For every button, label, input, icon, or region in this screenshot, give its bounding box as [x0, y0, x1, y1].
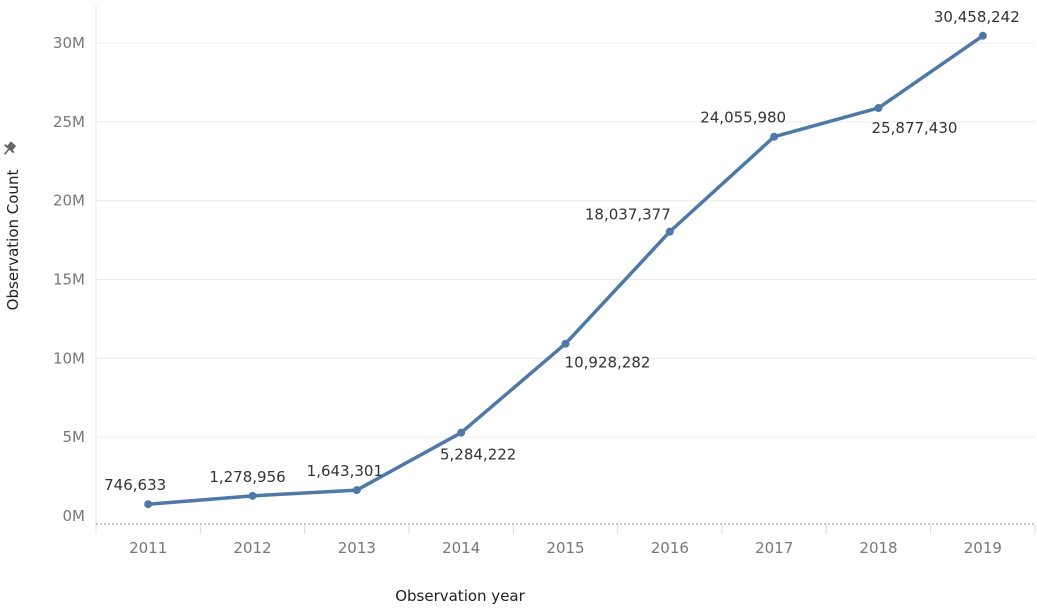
x-tick-label: 2011 — [129, 539, 167, 557]
y-axis-title-group: Observation Count — [4, 170, 22, 311]
x-tick-label: 2017 — [755, 539, 793, 557]
y-tick-label: 5M — [63, 428, 86, 446]
data-point[interactable] — [770, 132, 779, 141]
data-label: 10,928,282 — [565, 354, 651, 372]
x-tick-label: 2012 — [233, 539, 271, 557]
x-tick-label: 2018 — [859, 539, 897, 557]
x-tick-labels: 2011 2012 2013 2014 2015 2016 2017 2018 2019 — [129, 539, 1002, 557]
series-line — [146, 34, 985, 506]
data-label: 5,284,222 — [440, 446, 516, 464]
y-axis-title: Observation Count — [4, 170, 22, 311]
data-point[interactable] — [352, 486, 361, 495]
y-tick-label: 25M — [53, 113, 85, 131]
data-label: 24,055,980 — [700, 109, 786, 127]
y-tick-label: 10M — [53, 349, 85, 367]
data-point[interactable] — [874, 103, 883, 112]
series-observation-count — [144, 31, 987, 509]
data-labels: 746,633 1,278,956 1,643,301 5,284,222 10,928… — [104, 8, 1020, 494]
data-label: 25,877,430 — [872, 119, 958, 137]
data-label: 746,633 — [104, 476, 166, 494]
x-tick-label: 2015 — [546, 539, 584, 557]
data-label: 1,643,301 — [307, 462, 383, 480]
y-tick-label: 15M — [53, 271, 85, 289]
data-point[interactable] — [457, 428, 466, 437]
y-tick-label: 20M — [53, 192, 85, 210]
data-label: 18,037,377 — [585, 206, 671, 224]
x-axis-title: Observation year — [395, 587, 525, 605]
data-point[interactable] — [144, 500, 153, 509]
x-tick-label: 2019 — [964, 539, 1002, 557]
y-tick-labels: 0M 5M 10M 15M 20M 25M 30M — [53, 34, 85, 525]
data-point[interactable] — [248, 491, 257, 500]
y-tick-label: 30M — [53, 34, 85, 52]
y-tick-label: 0M — [63, 507, 86, 525]
data-label: 30,458,242 — [934, 8, 1020, 26]
x-tick-label: 2014 — [442, 539, 480, 557]
x-tick-label: 2016 — [651, 539, 689, 557]
data-point[interactable] — [561, 339, 570, 348]
pin-icon[interactable] — [0, 140, 18, 158]
data-point[interactable] — [978, 31, 987, 40]
x-tick-label: 2013 — [338, 539, 376, 557]
gridlines — [95, 42, 1036, 534]
data-label: 1,278,956 — [209, 468, 285, 486]
data-point[interactable] — [665, 227, 674, 236]
